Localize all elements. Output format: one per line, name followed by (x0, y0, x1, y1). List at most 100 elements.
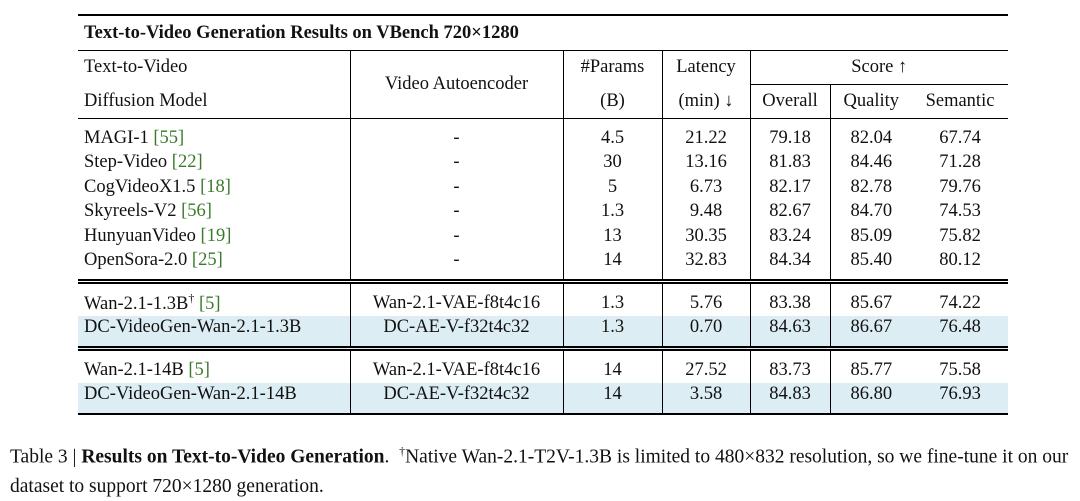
quality-cell: 86.80 (830, 382, 912, 415)
autoencoder-cell: - (350, 118, 564, 151)
overall-cell: 84.63 (750, 315, 831, 349)
semantic-cell: 67.74 (939, 127, 981, 148)
citation: [56] (181, 201, 212, 222)
autoencoder-cell: - (350, 199, 564, 224)
header-cell: (B) (563, 84, 663, 119)
results-table: Text-to-Video Generation Results on VBen… (78, 14, 1009, 415)
autoencoder-cell: - (350, 175, 564, 200)
overall-cell: 83.73 (750, 346, 831, 383)
table-row: Step-Video [22] -30 13.16 81.83 84.46 71.28 (78, 150, 1008, 175)
autoencoder-cell: Wan-2.1-VAE-f8t4c16 (350, 279, 564, 316)
quality-cell: 86.67 (830, 315, 912, 349)
citation: [25] (191, 250, 223, 271)
header-cell: Text-to-Video (78, 50, 351, 85)
params-cell: 13 (563, 224, 663, 249)
overall-cell: 79.18 (750, 118, 831, 151)
autoencoder-cell: - (350, 248, 564, 282)
caption-note: Native Wan-2.1-T2V-1.3B is limited to 48… (10, 446, 1069, 497)
header-cell: Semantic (912, 84, 1009, 119)
latency-cell: 27.52 (662, 346, 751, 383)
header-row: Text-to-Video Video Autoencoder #Params … (78, 50, 1009, 119)
table-wrap: Text-to-Video Generation Results on VBen… (78, 14, 1009, 415)
quality-cell: 84.70 (850, 201, 893, 222)
citation: [5] (198, 294, 221, 315)
model-cell: Step-Video [22] (78, 150, 351, 175)
latency-cell: 9.48 (662, 199, 751, 224)
footnote-mark: † (188, 291, 195, 306)
overall-cell: 83.24 (750, 224, 831, 249)
table-row: DC-VideoGen-Wan-2.1-1.3B DC-AE-V-f32t4c32… (78, 315, 1009, 349)
model-name: MAGI-1 (84, 127, 149, 148)
table-row: DC-VideoGen-Wan-2.1-14B DC-AE-V-f32t4c32 1… (78, 382, 1009, 415)
latency-cell: 5.76 (662, 279, 751, 316)
model-cell: DC-VideoGen-Wan-2.1-1.3B (78, 315, 351, 349)
model-cell: MAGI-1 [55] (78, 118, 351, 151)
latency-cell: 32.83 (662, 248, 751, 282)
overall-cell: 82.67 (750, 199, 831, 224)
quality-cell: 85.67 (830, 279, 912, 316)
model-cell: CogVideoX1.5 [18] (78, 175, 351, 200)
latency-cell: 13.16 (662, 150, 751, 175)
model-cell: Wan-2.1-1.3B† [5] (78, 279, 351, 316)
header-cell: Quality (830, 84, 912, 119)
latency-cell: 0.70 (662, 315, 751, 349)
latency-cell: 21.22 (662, 118, 751, 151)
citation: [5] (188, 359, 210, 380)
latency-cell: 3.58 (662, 382, 751, 415)
table-title: Text-to-Video Generation Results on VBen… (78, 14, 1009, 51)
autoencoder-cell: - (350, 150, 564, 175)
table-row: CogVideoX1.5 [18] -5 6.73 82.17 82.78 79.76 (78, 175, 1008, 200)
semantic-cell: 75.82 (939, 225, 981, 246)
model-name: Step-Video (84, 152, 168, 173)
params-cell: 5 (563, 175, 663, 200)
header-cell: Diffusion Model (78, 84, 351, 119)
model-cell: HunyuanVideo [19] (78, 224, 351, 249)
citation: [55] (153, 127, 185, 148)
header-cell: Score ↑ (750, 50, 1009, 85)
semantic-cell: 79.76 (939, 176, 981, 197)
overall-cell: 84.34 (750, 248, 831, 282)
model-name: HunyuanVideo (84, 225, 196, 246)
quality-cell: 82.04 (850, 127, 893, 148)
params-cell: 14 (563, 346, 663, 383)
params-cell: 4.5 (563, 118, 663, 151)
table-row: Skyreels-V2 [56] -1.3 9.48 82.67 84.70 74.53 (78, 199, 1008, 224)
semantic-cell: 75.58 (912, 346, 1009, 383)
caption-punct: . (384, 446, 390, 468)
overall-cell: 84.83 (750, 382, 831, 415)
model-cell: Skyreels-V2 [56] (78, 199, 351, 224)
semantic-cell: 74.22 (912, 279, 1009, 316)
table-row: Wan-2.1-1.3B† [5] Wan-2.1-VAE-f8t4c16 1.3 5… (78, 279, 1009, 316)
overall-cell: 81.83 (750, 150, 831, 175)
model-name: DC-VideoGen-Wan-2.1-1.3B (84, 317, 302, 338)
quality-cell: 85.09 (850, 225, 893, 246)
table-body: Text-to-Video Generation Results on VBen… (78, 14, 1009, 415)
title-row: Text-to-Video Generation Results on VBen… (78, 14, 1009, 51)
autoencoder-cell: Wan-2.1-VAE-f8t4c16 (350, 346, 564, 383)
quality-cell: 84.46 (850, 152, 893, 173)
model-name: DC-VideoGen-Wan-2.1-14B (84, 384, 297, 405)
params-cell: 1.3 (563, 279, 663, 316)
model-cell: DC-VideoGen-Wan-2.1-14B (78, 382, 351, 415)
semantic-cell: 74.53 (939, 201, 981, 222)
autoencoder-cell: - (350, 224, 564, 249)
model-cell: Wan-2.1-14B [5] (78, 346, 351, 383)
citation: [22] (171, 152, 203, 173)
model-name: Wan-2.1-1.3B (84, 294, 189, 315)
header-cell: Overall (750, 84, 831, 119)
header-cell: #Params (563, 50, 663, 85)
caption: Table 3 | Results on Text-to-Video Gener… (10, 437, 1075, 501)
citation: [19] (200, 225, 232, 246)
semantic-cell: 71.28 (939, 152, 981, 173)
table-row: HunyuanVideo [19] -13 30.35 83.24 85.09 75.82 (78, 224, 1008, 249)
overall-cell: 83.38 (750, 279, 831, 316)
header-row: Diffusion Model (B) (min) ↓ Overall Qual… (78, 84, 1009, 119)
params-cell: 1.3 (563, 199, 663, 224)
overall-cell: 82.17 (750, 175, 831, 200)
caption-title: Results on Text-to-Video Generation (81, 446, 385, 468)
semantic-cell: 76.48 (912, 315, 1009, 349)
latency-cell: 30.35 (662, 224, 751, 249)
quality-cell: 85.77 (830, 346, 912, 383)
model-name: OpenSora-2.0 (84, 250, 188, 271)
